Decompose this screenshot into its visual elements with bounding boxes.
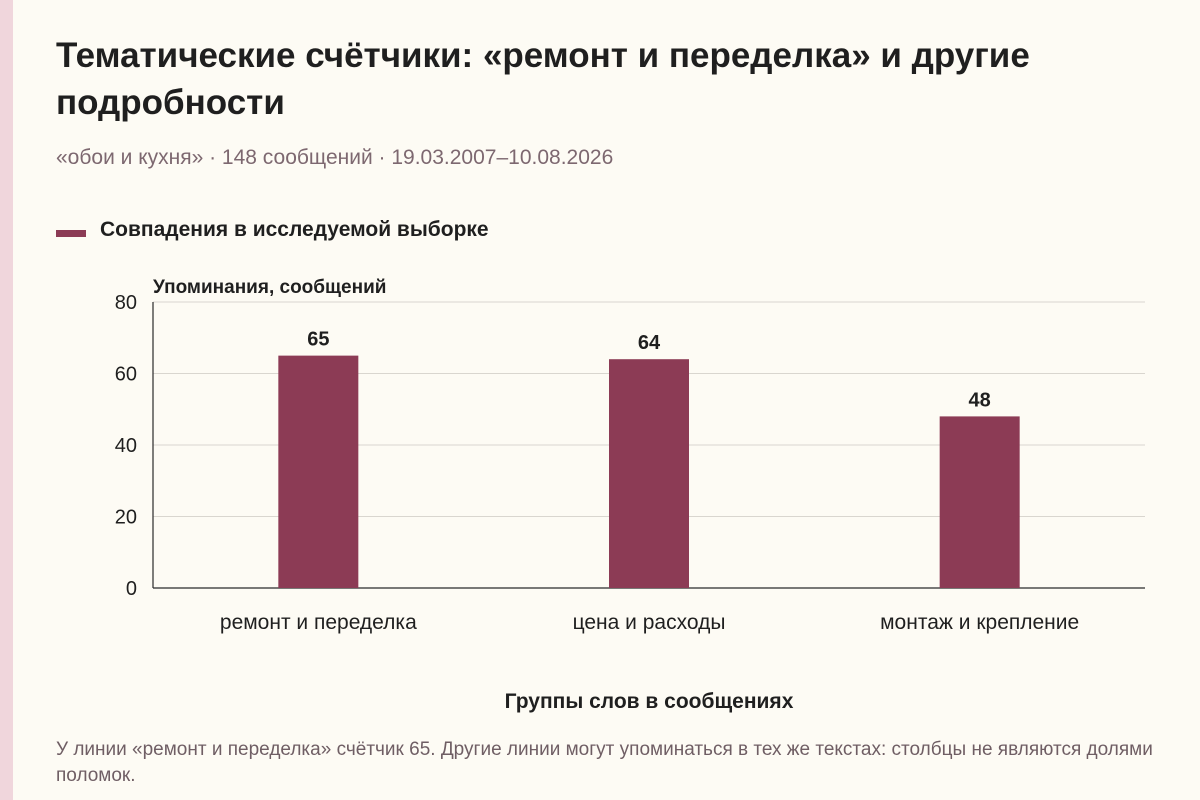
- y-axis-label: Упоминания, сообщений: [153, 277, 386, 298]
- accent-strip: [0, 0, 13, 800]
- page-subtitle: «обои и кухня» · 148 сообщений · 19.03.2…: [56, 146, 614, 169]
- bar-chart: 0 20 40 60 80 Упоминания, сообщений 65 ремонт и…: [115, 277, 1145, 713]
- bar: [939, 416, 1020, 588]
- y-tick-label: 80: [115, 292, 137, 314]
- chart-legend: Совпадения в исследуемой выборке: [56, 218, 489, 242]
- bar: [278, 355, 359, 588]
- bar: [609, 359, 689, 588]
- y-tick-label: 20: [115, 507, 137, 529]
- legend-label: Совпадения в исследуемой выборке: [100, 218, 489, 241]
- bar-value-label: 65: [307, 329, 329, 351]
- page-title: Тематические счётчики: «ремонт и передел…: [56, 36, 1030, 122]
- bar-value-label: 64: [638, 332, 661, 354]
- y-tick-label: 40: [115, 435, 137, 457]
- x-axis-label: Группы слов в сообщениях: [505, 690, 794, 713]
- x-tick-label: цена и расходы: [573, 611, 726, 634]
- y-tick-label: 60: [115, 364, 137, 386]
- y-tick-label: 0: [126, 578, 137, 600]
- bar-value-label: 48: [969, 389, 991, 411]
- legend-swatch: [56, 229, 86, 237]
- x-tick-label: монтаж и крепление: [880, 611, 1079, 634]
- x-tick-label: ремонт и переделка: [220, 611, 417, 634]
- chart-footnote: У линии «ремонт и переделка» счётчик 65.…: [56, 739, 1153, 786]
